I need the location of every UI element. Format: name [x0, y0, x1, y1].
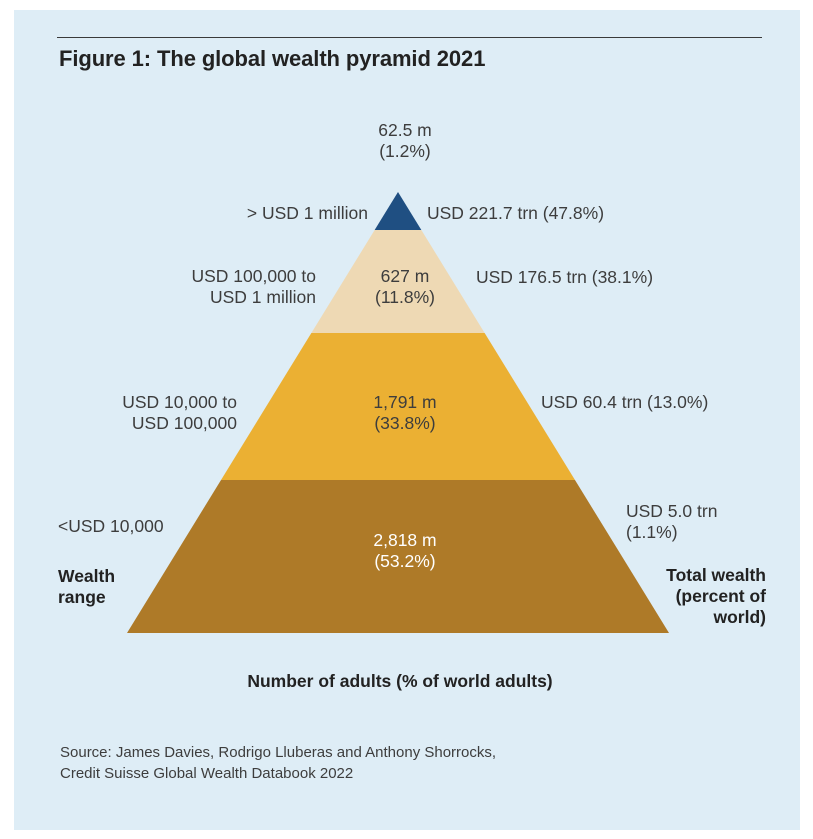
tier-1-adults-count: 627 m: [380, 266, 430, 286]
tier-2-range-line-2: USD 100,000: [131, 413, 237, 433]
right-axis-title-line-1: Total wealth: [666, 565, 766, 585]
tier-0-wealth-line: USD 221.7 trn (47.8%): [427, 203, 605, 223]
right-axis-title-line-3: world): [713, 607, 767, 627]
right-axis-title-line-2: (percent of: [675, 586, 766, 606]
left-axis-title-line-2: range: [58, 587, 106, 607]
tier-1-range-line-2: USD 1 million: [210, 287, 316, 307]
tier-10k-to-100k: [221, 333, 575, 480]
tier-1-adults-label: 627 m (11.8%): [355, 266, 455, 308]
tier-3-wealth-label: USD 5.0 trn (1.1%): [626, 501, 717, 543]
page-title: Figure 1: The global wealth pyramid 2021: [59, 46, 486, 71]
tier-0-adults-pct: (1.2%): [379, 141, 431, 161]
tier-3-range-line: <USD 10,000: [58, 516, 164, 536]
bottom-axis-title: Number of adults (% of world adults): [247, 671, 553, 691]
tier-0-range-line: > USD 1 million: [246, 203, 368, 223]
tier-3-wealth-line-2: (1.1%): [626, 522, 678, 542]
tier-3-adults-count: 2,818 m: [373, 530, 437, 550]
tier-100k-to-1m: [311, 230, 485, 333]
tier-3-adults-pct: (53.2%): [374, 551, 436, 571]
tier-top-millionaires: [374, 192, 422, 230]
source-line-1: Source: James Davies, Rodrigo Lluberas a…: [60, 744, 497, 761]
tier-3-range-label: <USD 10,000: [58, 516, 164, 537]
tier-2-range-line-1: USD 10,000 to: [122, 392, 237, 412]
tier-0-adults-count: 62.5 m: [378, 120, 432, 140]
left-axis-title-line-1: Wealth: [58, 566, 116, 586]
source-note: Source: James Davies, Rodrigo Lluberas a…: [60, 742, 496, 784]
tier-2-adults-pct: (33.8%): [374, 413, 436, 433]
tier-1-adults-pct: (11.8%): [375, 287, 435, 307]
tier-under-10k: [127, 480, 669, 633]
tier-0-wealth-label: USD 221.7 trn (47.8%): [427, 203, 604, 224]
tier-2-range-label: USD 10,000 to USD 100,000: [40, 392, 237, 434]
tier-1-range-line-1: USD 100,000 to: [191, 266, 316, 286]
tier-3-adults-label: 2,818 m (53.2%): [345, 530, 465, 572]
tier-3-wealth-line-1: USD 5.0 trn: [626, 501, 718, 521]
tier-1-wealth-line: USD 176.5 trn (38.1%): [476, 267, 654, 287]
tier-0-adults-label: 62.5 m (1.2%): [355, 120, 455, 162]
tier-2-wealth-label: USD 60.4 trn (13.0%): [541, 392, 708, 413]
tier-1-range-label: USD 100,000 to USD 1 million: [120, 266, 316, 308]
tier-2-wealth-line: USD 60.4 trn (13.0%): [541, 392, 709, 412]
title-rule: [57, 37, 762, 38]
tier-1-wealth-label: USD 176.5 trn (38.1%): [476, 267, 653, 288]
source-line-2: Credit Suisse Global Wealth Databook 202…: [60, 765, 354, 782]
tier-2-adults-count: 1,791 m: [373, 392, 437, 412]
tier-0-range-label: > USD 1 million: [170, 203, 368, 224]
left-axis-title: Wealth range: [58, 566, 115, 608]
tier-2-adults-label: 1,791 m (33.8%): [345, 392, 465, 434]
right-axis-title: Total wealth (percent of world): [600, 565, 766, 628]
